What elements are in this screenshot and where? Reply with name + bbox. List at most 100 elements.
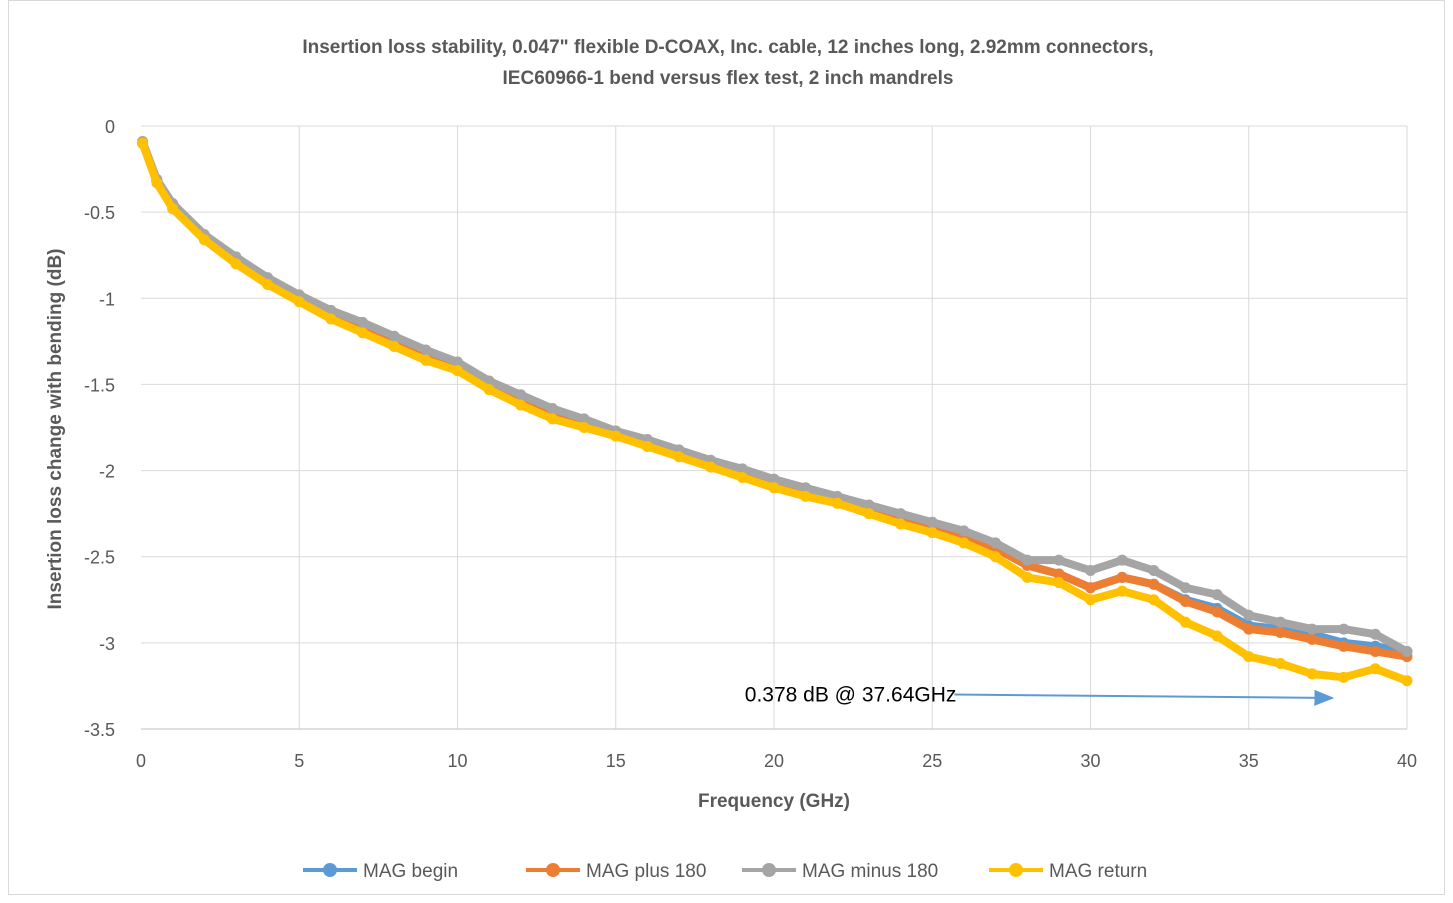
x-tick-label: 35 <box>1239 751 1259 771</box>
data-point <box>1085 564 1096 576</box>
legend-item: MAG minus 180 <box>742 861 938 882</box>
x-tick-label: 15 <box>606 751 626 771</box>
chart-frame: Insertion loss stability, 0.047" flexibl… <box>8 0 1445 895</box>
data-point <box>546 413 558 425</box>
series-1 <box>137 137 1413 657</box>
data-point <box>1053 554 1065 566</box>
x-tick-label: 0 <box>136 751 146 771</box>
y-axis-ticks: 0 -0.5 -1 -1.5 -2 -2.5 -3 -3.5 <box>84 117 115 740</box>
data-point <box>388 341 400 353</box>
legend-swatch-marker <box>762 863 776 877</box>
x-tick-label: 30 <box>1080 751 1100 771</box>
series-4 <box>137 137 1413 687</box>
legend-label: MAG return <box>1049 861 1147 882</box>
legend-swatch-marker <box>1009 863 1023 877</box>
data-point <box>1211 606 1223 618</box>
data-point <box>137 137 149 149</box>
data-point <box>1274 627 1286 639</box>
data-point <box>610 430 622 442</box>
data-point <box>325 313 337 325</box>
y-tick-label: -3.5 <box>84 720 115 740</box>
data-point <box>1306 668 1318 680</box>
data-point <box>1179 616 1191 628</box>
data-point <box>863 499 875 511</box>
data-point <box>1243 609 1255 621</box>
data-point <box>1148 578 1160 590</box>
annotation-label: 0.378 dB @ 37.64GHz <box>745 684 957 707</box>
data-point <box>1243 623 1255 635</box>
data-point <box>293 296 305 308</box>
data-point <box>1021 571 1033 583</box>
legend-item: MAG return <box>989 861 1147 882</box>
data-point <box>1369 645 1381 657</box>
data-point <box>800 490 812 502</box>
data-point <box>768 473 780 485</box>
data-point <box>1306 623 1318 635</box>
annotation-arrow <box>954 689 1335 706</box>
legend-swatch-marker <box>546 863 560 877</box>
x-axis-ticks: 0 5 10 15 20 25 30 35 40 <box>136 751 1417 771</box>
legend: MAG begin MAG plus 180 MAG minus 180 MAG re… <box>303 861 1147 882</box>
data-point <box>1369 628 1381 640</box>
data-point <box>151 177 163 189</box>
series-layer <box>137 136 1413 687</box>
data-point <box>1243 651 1255 663</box>
y-tick-label: -3 <box>99 634 115 654</box>
x-tick-label: 40 <box>1397 751 1417 771</box>
y-tick-label: -2 <box>99 462 115 482</box>
y-tick-label: 0 <box>105 117 115 137</box>
data-point <box>926 516 938 528</box>
data-point <box>1211 630 1223 642</box>
data-point <box>1179 596 1191 608</box>
series-2 <box>137 137 1413 663</box>
data-point <box>705 461 717 473</box>
data-point <box>1338 623 1350 635</box>
data-point <box>895 508 907 520</box>
legend-item: MAG plus 180 <box>526 861 706 882</box>
data-point <box>736 463 748 475</box>
data-point <box>1306 633 1318 645</box>
data-point <box>1085 594 1096 606</box>
data-point <box>1369 663 1381 675</box>
y-tick-label: -1.5 <box>84 375 115 395</box>
data-point <box>1401 675 1413 687</box>
x-tick-label: 5 <box>294 751 304 771</box>
data-point <box>1211 589 1223 601</box>
data-point <box>167 203 179 215</box>
data-point <box>1274 658 1286 670</box>
data-point <box>1053 568 1065 580</box>
data-point <box>515 389 527 401</box>
data-point <box>958 537 970 549</box>
data-point <box>1116 571 1128 583</box>
series-line <box>138 139 1411 661</box>
legend-label: MAG begin <box>363 861 458 882</box>
data-point <box>546 403 558 415</box>
data-point <box>452 356 463 368</box>
data-point <box>990 551 1002 563</box>
data-point <box>1401 645 1413 657</box>
data-point <box>388 330 400 342</box>
data-point <box>990 537 1002 549</box>
legend-swatch-marker <box>323 863 337 877</box>
legend-label: MAG minus 180 <box>802 861 938 882</box>
y-tick-label: -2.5 <box>84 548 115 568</box>
x-tick-label: 10 <box>447 751 467 771</box>
data-point <box>1053 577 1065 589</box>
data-point <box>1085 582 1096 594</box>
x-axis-label: Frequency (GHz) <box>698 791 850 812</box>
data-point <box>1338 671 1350 683</box>
data-point <box>958 525 970 537</box>
data-point <box>357 316 369 328</box>
data-point <box>357 327 369 339</box>
data-point <box>578 413 590 425</box>
x-tick-label: 20 <box>764 751 784 771</box>
data-point <box>578 422 590 433</box>
data-point <box>863 508 875 520</box>
data-point <box>1021 554 1033 566</box>
data-point <box>1148 564 1160 576</box>
data-point <box>1338 640 1350 652</box>
legend-item: MAG begin <box>303 861 458 882</box>
series-line <box>138 137 1411 656</box>
data-point <box>800 482 812 494</box>
x-tick-label: 25 <box>922 751 942 771</box>
